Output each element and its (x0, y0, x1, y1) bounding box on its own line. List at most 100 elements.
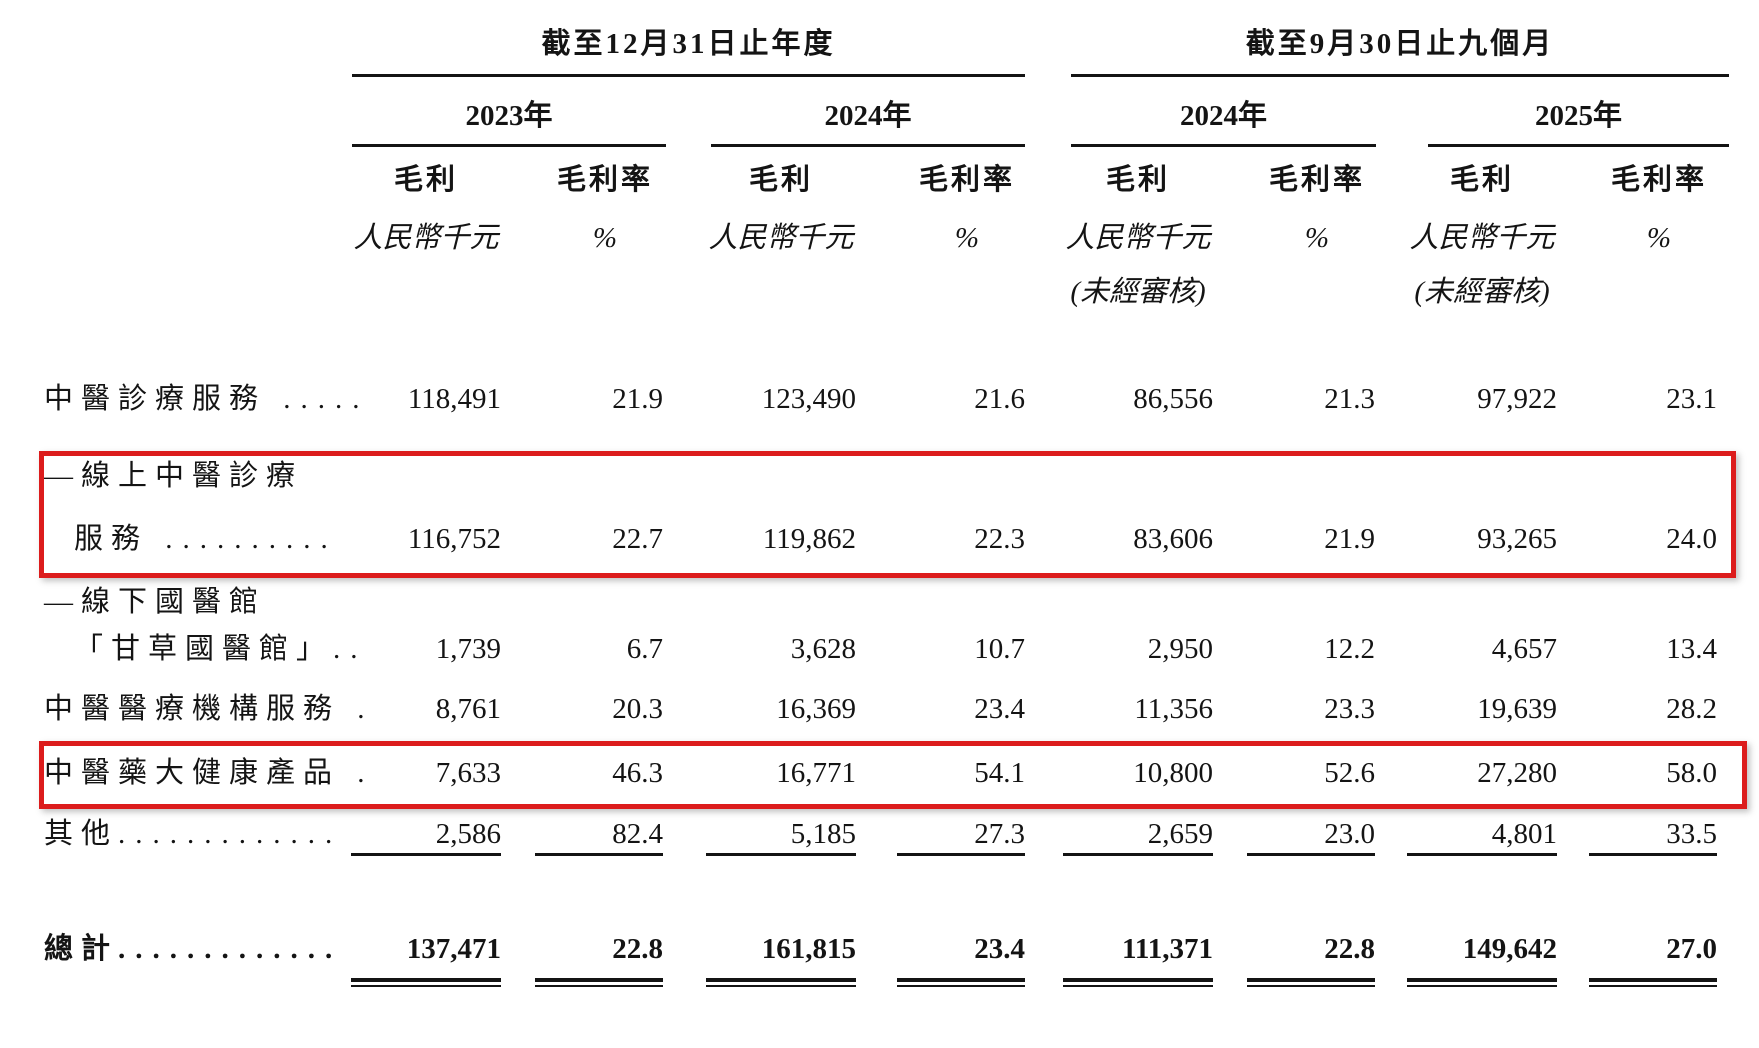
table-cell: 11,356 (1134, 693, 1213, 725)
year-2025-rule (1428, 144, 1729, 147)
table-cell: 54.1 (974, 757, 1025, 789)
year-2023-label: 2023年 (465, 100, 553, 132)
table-cell: 13.4 (1666, 633, 1717, 665)
table-cell: 12.2 (1324, 633, 1375, 665)
year-2024-rule (711, 144, 1025, 147)
dot-leader: . (340, 757, 375, 789)
unit-percent: % (954, 222, 980, 254)
table-cell: 20.3 (612, 693, 663, 725)
table-cell: 86,556 (1133, 383, 1213, 415)
table-cell: 46.3 (612, 757, 663, 789)
table-cell: 123,490 (761, 383, 856, 415)
table-cell: 161,815 (761, 933, 856, 965)
table-cell: 3,628 (790, 633, 856, 665)
table-row-others: 其他............. 2,586 82.4 5,185 27.3 2,… (0, 813, 1759, 855)
col-header-gross-margin: 毛利率 (1268, 164, 1365, 196)
table-cell: 19,639 (1477, 693, 1557, 725)
row-label: 總計............. (44, 933, 343, 965)
row-label: —線下國醫館 (44, 586, 267, 618)
unit-percent: % (592, 222, 618, 254)
table-row-total: 總計............. 137,471 22.8 161,815 23.… (0, 928, 1759, 970)
row-label: 服務 .......... (74, 523, 338, 555)
table-cell: 27.0 (1666, 933, 1717, 965)
col-header-gross-profit: 毛利 (393, 164, 458, 196)
table-cell: 21.3 (1324, 383, 1375, 415)
table-cell: 8,761 (435, 693, 501, 725)
table-row-offline-clinic-label-line: —線下國醫館 (0, 581, 1759, 623)
year-2023-rule (352, 144, 666, 147)
row-label: 中醫藥大健康產品 . (44, 757, 375, 789)
table-cell: 28.2 (1666, 693, 1717, 725)
table-cell: 10,800 (1133, 757, 1213, 789)
row-label: —線上中醫診療 (44, 460, 304, 492)
table-cell: 24.0 (1666, 523, 1717, 555)
dot-leader: .......... (148, 523, 338, 555)
table-cell: 33.5 (1666, 818, 1717, 850)
table-cell: 97,922 (1477, 383, 1557, 415)
table-cell: 4,801 (1491, 818, 1557, 850)
period-group-annual-title: 截至12月31日止年度 (541, 28, 836, 60)
table-row-online-tcm-services: 服務 .......... 116,752 22.7 119,862 22.3 … (0, 518, 1759, 560)
table-cell: 6.7 (626, 633, 663, 665)
ninemonth-group-rule (1071, 74, 1729, 77)
unit-percent: % (1304, 222, 1330, 254)
table-cell: 21.6 (974, 383, 1025, 415)
table-cell: 149,642 (1462, 933, 1557, 965)
table-cell: 4,657 (1491, 633, 1557, 665)
unit-percent: % (1646, 222, 1672, 254)
col-header-gross-margin: 毛利率 (1610, 164, 1707, 196)
dot-leader: ............. (118, 818, 343, 850)
table-cell: 111,371 (1121, 933, 1213, 965)
col-header-gross-profit: 毛利 (1449, 164, 1514, 196)
year-2025-label: 2025年 (1534, 100, 1622, 132)
table-cell: 5,185 (790, 818, 856, 850)
dot-leader: ............. (118, 933, 343, 965)
table-row-gancao-clinic: 「甘草國醫館」.. 1,739 6.7 3,628 10.7 2,950 12.… (0, 628, 1759, 670)
table-cell: 82.4 (612, 818, 663, 850)
table-cell: 58.0 (1666, 757, 1717, 789)
unit-rmb-thousand: 人民幣千元 (1065, 222, 1211, 254)
table-cell: 21.9 (612, 383, 663, 415)
table-cell: 7,633 (435, 757, 501, 789)
dot-leader: . (340, 693, 375, 725)
table-cell: 23.1 (1666, 383, 1717, 415)
unaudited-note: (未經審核) (1414, 276, 1550, 308)
table-cell: 10.7 (974, 633, 1025, 665)
row-label: 其他............. (44, 818, 343, 850)
col-header-gross-profit: 毛利 (1105, 164, 1170, 196)
col-header-gross-margin: 毛利率 (556, 164, 653, 196)
table-cell: 22.7 (612, 523, 663, 555)
table-cell: 23.4 (974, 693, 1025, 725)
unit-rmb-thousand: 人民幣千元 (708, 222, 854, 254)
year-2024-ninemonth-label: 2024年 (1179, 100, 1267, 132)
table-cell: 52.6 (1324, 757, 1375, 789)
table-row-online-tcm-label-line: —線上中醫診療 (0, 455, 1759, 497)
year-2024-ninemonth-rule (1071, 144, 1376, 147)
table-cell: 22.8 (1324, 933, 1375, 965)
table-cell: 118,491 (407, 383, 501, 415)
table-cell: 2,950 (1147, 633, 1213, 665)
year-2024-label: 2024年 (824, 100, 912, 132)
table-cell: 27,280 (1477, 757, 1557, 789)
table-row-tcm-consultation-services: 中醫診療服務 ..... 118,491 21.9 123,490 21.6 8… (0, 378, 1759, 420)
table-cell: 1,739 (435, 633, 501, 665)
period-group-ninemonth-title: 截至9月30日止九個月 (1245, 28, 1555, 60)
table-cell: 16,369 (776, 693, 856, 725)
annual-group-rule (352, 74, 1025, 77)
row-label: 中醫醫療機構服務 . (44, 693, 375, 725)
row-label: 中醫診療服務 ..... (44, 383, 370, 415)
table-row-tcm-institution-services: 中醫醫療機構服務 . 8,761 20.3 16,369 23.4 11,356… (0, 688, 1759, 730)
table-cell: 83,606 (1133, 523, 1213, 555)
unaudited-note: (未經審核) (1070, 276, 1206, 308)
table-cell: 2,586 (435, 818, 501, 850)
col-header-gross-profit: 毛利 (748, 164, 813, 196)
table-cell: 93,265 (1477, 523, 1557, 555)
table-cell: 116,752 (407, 523, 501, 555)
table-cell: 16,771 (776, 757, 856, 789)
table-cell: 23.3 (1324, 693, 1375, 725)
table-cell: 27.3 (974, 818, 1025, 850)
table-cell: 2,659 (1147, 818, 1213, 850)
unit-rmb-thousand: 人民幣千元 (353, 222, 499, 254)
table-row-tcm-health-products: 中醫藥大健康產品 . 7,633 46.3 16,771 54.1 10,800… (0, 752, 1759, 794)
